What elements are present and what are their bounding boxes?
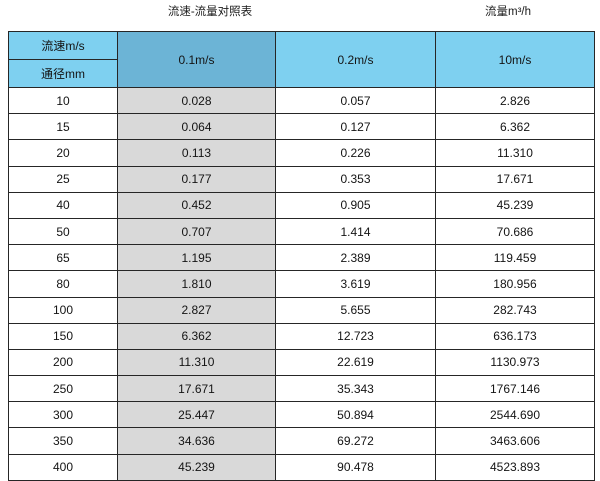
flow-rate-table: 流速m/s 0.1m/s 0.2m/s 10m/s 通径mm 10 0.028 … bbox=[8, 31, 595, 481]
cell-dn: 10 bbox=[8, 86, 118, 115]
cell-dn: 100 bbox=[8, 296, 118, 324]
header-column-0.1ms: 0.1m/s bbox=[117, 31, 276, 88]
table-body: 10 0.028 0.057 2.826 15 0.064 0.127 6.36… bbox=[8, 86, 595, 481]
table-row: 40 0.452 0.905 45.239 bbox=[8, 191, 595, 219]
cell-flow-10: 6.362 bbox=[435, 113, 595, 141]
cell-dn: 250 bbox=[8, 375, 118, 403]
table-header: 流速m/s 0.1m/s 0.2m/s 10m/s 通径mm bbox=[8, 31, 595, 88]
cell-flow-0.1: 34.636 bbox=[117, 427, 276, 455]
cell-flow-10: 1130.973 bbox=[435, 348, 595, 377]
cell-flow-0.1: 0.064 bbox=[117, 113, 276, 141]
header-velocity-label: 流速m/s bbox=[8, 31, 118, 60]
cell-dn: 20 bbox=[8, 139, 118, 167]
table-title-caption: 流速-流量对照表 bbox=[167, 6, 253, 18]
caption-row: 流速-流量对照表 流量m³/h bbox=[0, 0, 600, 30]
cell-flow-10: 1767.146 bbox=[435, 375, 595, 403]
table-row: 250 17.671 35.343 1767.146 bbox=[8, 375, 595, 403]
cell-flow-0.2: 69.272 bbox=[275, 427, 436, 455]
cell-flow-10: 17.671 bbox=[435, 165, 595, 193]
cell-dn: 25 bbox=[8, 165, 118, 193]
cell-flow-0.2: 0.353 bbox=[275, 165, 436, 193]
cell-flow-10: 4523.893 bbox=[435, 453, 595, 481]
cell-flow-0.2: 0.226 bbox=[275, 139, 436, 167]
cell-flow-0.2: 12.723 bbox=[275, 322, 436, 350]
cell-dn: 300 bbox=[8, 401, 118, 429]
cell-flow-10: 180.956 bbox=[435, 270, 595, 298]
cell-flow-0.1: 0.452 bbox=[117, 191, 276, 219]
cell-flow-0.2: 5.655 bbox=[275, 296, 436, 324]
cell-flow-0.1: 6.362 bbox=[117, 322, 276, 350]
table-row: 400 45.239 90.478 4523.893 bbox=[8, 453, 595, 481]
cell-flow-0.2: 0.905 bbox=[275, 191, 436, 219]
cell-dn: 400 bbox=[8, 453, 118, 481]
cell-flow-10: 2544.690 bbox=[435, 401, 595, 429]
cell-flow-0.2: 35.343 bbox=[275, 375, 436, 403]
table-row: 15 0.064 0.127 6.362 bbox=[8, 113, 595, 141]
table-row: 65 1.195 2.389 119.459 bbox=[8, 244, 595, 272]
cell-flow-10: 45.239 bbox=[435, 191, 595, 219]
cell-dn: 40 bbox=[8, 191, 118, 219]
cell-flow-0.2: 90.478 bbox=[275, 453, 436, 481]
cell-flow-10: 70.686 bbox=[435, 217, 595, 246]
table-row: 300 25.447 50.894 2544.690 bbox=[8, 401, 595, 429]
cell-flow-0.1: 0.028 bbox=[117, 86, 276, 115]
flow-unit-caption: 流量m³/h bbox=[485, 6, 531, 18]
table-row: 100 2.827 5.655 282.743 bbox=[8, 296, 595, 324]
table-row: 50 0.707 1.414 70.686 bbox=[8, 217, 595, 246]
flow-table-container: 流速m/s 0.1m/s 0.2m/s 10m/s 通径mm 10 0.028 … bbox=[8, 31, 595, 481]
header-column-0.2ms: 0.2m/s bbox=[275, 31, 436, 88]
header-diameter-label: 通径mm bbox=[8, 59, 118, 88]
table-row: 200 11.310 22.619 1130.973 bbox=[8, 348, 595, 377]
cell-dn: 65 bbox=[8, 244, 118, 272]
table-row: 10 0.028 0.057 2.826 bbox=[8, 86, 595, 115]
cell-flow-0.2: 2.389 bbox=[275, 244, 436, 272]
table-row: 350 34.636 69.272 3463.606 bbox=[8, 427, 595, 455]
cell-dn: 200 bbox=[8, 348, 118, 377]
cell-flow-0.1: 1.810 bbox=[117, 270, 276, 298]
cell-dn: 150 bbox=[8, 322, 118, 350]
cell-flow-0.1: 2.827 bbox=[117, 296, 276, 324]
cell-flow-10: 2.826 bbox=[435, 86, 595, 115]
cell-dn: 80 bbox=[8, 270, 118, 298]
cell-flow-0.1: 17.671 bbox=[117, 375, 276, 403]
cell-flow-10: 3463.606 bbox=[435, 427, 595, 455]
cell-flow-10: 11.310 bbox=[435, 139, 595, 167]
cell-flow-10: 119.459 bbox=[435, 244, 595, 272]
cell-flow-0.1: 0.707 bbox=[117, 217, 276, 246]
table-row: 20 0.113 0.226 11.310 bbox=[8, 139, 595, 167]
cell-dn: 15 bbox=[8, 113, 118, 141]
cell-dn: 50 bbox=[8, 217, 118, 246]
table-header-row-bottom: 通径mm bbox=[8, 59, 595, 88]
cell-flow-0.2: 0.127 bbox=[275, 113, 436, 141]
table-row: 150 6.362 12.723 636.173 bbox=[8, 322, 595, 350]
cell-flow-10: 282.743 bbox=[435, 296, 595, 324]
header-column-10ms: 10m/s bbox=[435, 31, 595, 88]
table-row: 25 0.177 0.353 17.671 bbox=[8, 165, 595, 193]
cell-flow-0.1: 45.239 bbox=[117, 453, 276, 481]
cell-flow-0.1: 11.310 bbox=[117, 348, 276, 377]
cell-flow-0.2: 1.414 bbox=[275, 217, 436, 246]
table-row: 80 1.810 3.619 180.956 bbox=[8, 270, 595, 298]
cell-dn: 350 bbox=[8, 427, 118, 455]
cell-flow-0.1: 25.447 bbox=[117, 401, 276, 429]
cell-flow-0.1: 0.177 bbox=[117, 165, 276, 193]
cell-flow-0.2: 50.894 bbox=[275, 401, 436, 429]
cell-flow-10: 636.173 bbox=[435, 322, 595, 350]
cell-flow-0.2: 0.057 bbox=[275, 86, 436, 115]
cell-flow-0.2: 3.619 bbox=[275, 270, 436, 298]
cell-flow-0.1: 0.113 bbox=[117, 139, 276, 167]
cell-flow-0.2: 22.619 bbox=[275, 348, 436, 377]
cell-flow-0.1: 1.195 bbox=[117, 244, 276, 272]
table-header-row-top: 流速m/s 0.1m/s 0.2m/s 10m/s bbox=[8, 31, 595, 88]
